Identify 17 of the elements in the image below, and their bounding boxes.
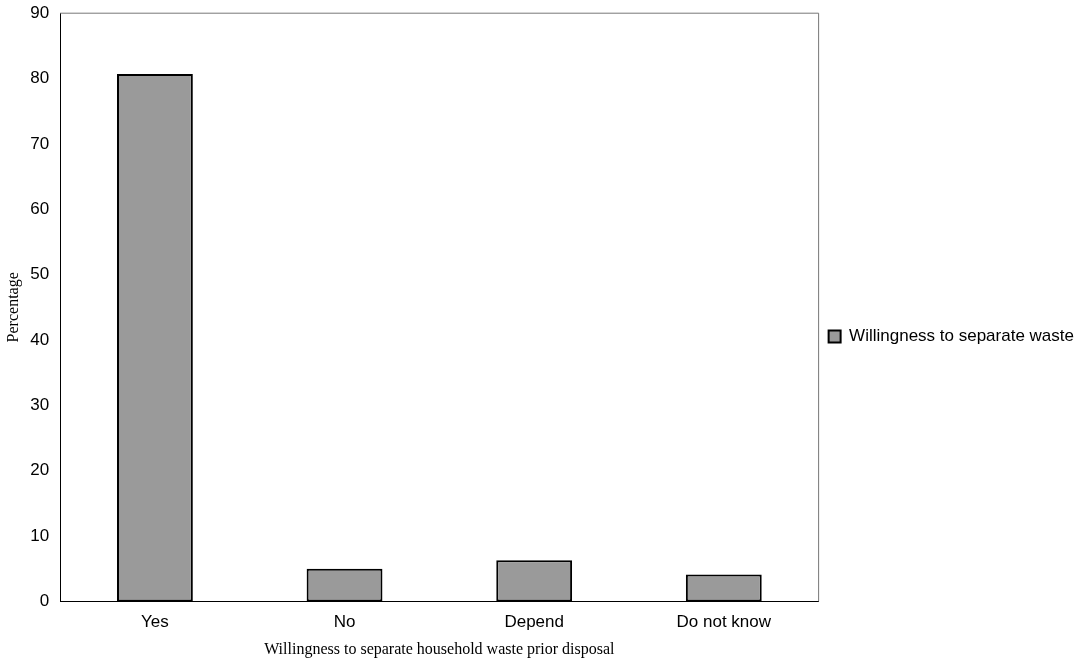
y-tick-label: 60 (30, 198, 50, 218)
legend-label: Willingness to separate waste (849, 326, 1075, 346)
y-tick-label: 0 (39, 591, 50, 611)
y-tick-label: 20 (30, 460, 50, 480)
y-axis-title: Percentage (3, 272, 22, 343)
y-tick-label: 90 (30, 2, 50, 22)
y-tick-label: 80 (30, 68, 50, 88)
x-tick-label: Do not know (676, 612, 772, 632)
x-axis-title: Willingness to separate household waste prior disposal (264, 639, 616, 658)
x-tick-label: No (333, 612, 356, 632)
x-tick-label: Depend (504, 612, 564, 632)
y-tick-label: 70 (30, 133, 50, 153)
y-tick-label: 10 (30, 525, 50, 545)
x-tick-label: Yes (141, 612, 169, 632)
y-tick-label: 40 (30, 329, 50, 349)
y-tick-label: 50 (30, 264, 50, 284)
y-tick-label: 30 (30, 395, 50, 415)
